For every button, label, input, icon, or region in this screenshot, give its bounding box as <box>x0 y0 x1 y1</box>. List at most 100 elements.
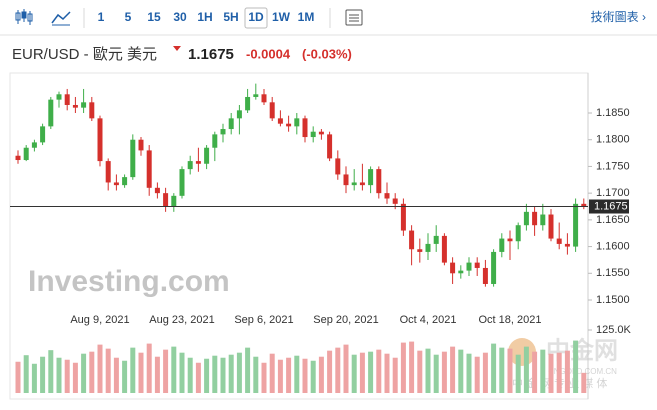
candle-body <box>171 195 177 207</box>
volume-bar <box>15 361 21 393</box>
interval-button[interactable]: 5H <box>223 10 238 24</box>
volume-bar <box>466 353 472 393</box>
candle-body <box>548 214 554 239</box>
volume-bar <box>368 351 374 393</box>
selected-frame <box>244 7 268 29</box>
last-price-label: 1.1675 <box>594 200 628 212</box>
y-tick-label: 1.1600 <box>596 240 630 252</box>
candle-body <box>327 134 333 159</box>
volume-bar <box>138 352 144 393</box>
candle-body <box>179 169 185 196</box>
chart-link[interactable]: 技術圖表 › <box>591 10 646 24</box>
change-percent: (-0.03%) <box>302 46 352 61</box>
volume-bar <box>417 350 423 393</box>
volume-bar <box>499 347 505 393</box>
candle-body <box>105 161 111 183</box>
candle-body <box>220 129 226 135</box>
interval-button[interactable]: 5 <box>125 10 132 24</box>
volume-bar <box>269 353 275 393</box>
volume-bar <box>228 354 234 393</box>
interval-button[interactable]: 1W <box>272 10 291 24</box>
volume-bar <box>179 352 185 393</box>
symbol: EUR/USD - 歐元 美元 <box>12 46 157 63</box>
settings-icon[interactable] <box>345 9 363 26</box>
volume-bar <box>245 347 251 393</box>
plot: 1.1850 1.1800 1.1750 1.1700 1.1650 1.1600 1.15… <box>10 83 632 393</box>
candle-body <box>48 99 54 127</box>
volume-bar <box>433 354 439 393</box>
volume-bar <box>515 354 521 393</box>
volume-bar <box>556 352 562 393</box>
down-arrow <box>173 46 181 51</box>
volume-bar <box>261 362 267 393</box>
volume-bar <box>359 352 365 393</box>
candle-body <box>253 94 259 97</box>
y-tick-label: 1.1500 <box>596 294 630 306</box>
icon-rect <box>15 12 21 21</box>
candle-body <box>368 169 374 186</box>
volume-bar <box>97 344 103 393</box>
interval-button[interactable]: 1 <box>98 10 105 24</box>
candle-body <box>212 134 218 148</box>
candle-body <box>573 203 579 247</box>
candle-icon[interactable] <box>15 9 33 25</box>
volume-bar <box>113 357 119 393</box>
volume-bar <box>31 363 37 393</box>
interval-button[interactable]: 30 <box>173 10 187 24</box>
volume-bar <box>195 362 201 393</box>
candle-body <box>425 243 431 252</box>
volume-bar <box>187 357 193 393</box>
change: -0.0004 <box>246 46 291 61</box>
candle-body <box>277 118 283 124</box>
interval-button[interactable]: 1H <box>197 10 212 24</box>
candle-body <box>556 238 562 244</box>
y-tick-label: 1.1700 <box>596 187 630 199</box>
volume-bar <box>212 355 218 393</box>
logo-site: CNGOLD.COM.CN <box>548 367 617 376</box>
volume-bar <box>351 354 357 393</box>
candle-body <box>286 123 292 127</box>
candle-body <box>23 147 29 161</box>
volume-bar <box>409 341 415 393</box>
candle-body <box>532 211 538 226</box>
line-icon[interactable] <box>51 11 71 24</box>
interval-button[interactable]: 1D <box>248 10 264 24</box>
volume-bar <box>523 346 529 393</box>
candle-body <box>433 235 439 244</box>
volume-bar <box>441 351 447 393</box>
volume-bar <box>474 356 480 393</box>
interval-button[interactable]: 1M <box>298 10 315 24</box>
interval-button[interactable]: 15 <box>147 10 161 24</box>
candle-body <box>441 235 447 263</box>
volume-bar <box>130 347 136 393</box>
volume-bar <box>458 349 464 393</box>
x-tick-label: Oct 4, 2021 <box>400 314 457 326</box>
x-tick-label: Sep 20, 2021 <box>313 314 378 326</box>
volume-bar <box>81 353 87 393</box>
interval-buttons: 1 5 15 30 1H 5H 1D 1W 1M <box>98 7 315 29</box>
volume-bar <box>482 352 488 393</box>
volume-bar <box>253 356 259 393</box>
volume-bar <box>236 352 242 393</box>
candle-body <box>163 193 169 207</box>
volume-bar <box>171 346 177 393</box>
candle-body <box>491 251 497 284</box>
candle-body <box>228 118 234 130</box>
volume-bar <box>72 362 78 393</box>
candle-body <box>113 182 119 186</box>
volume-bar <box>400 342 406 393</box>
volume-bar <box>532 351 538 393</box>
volume-bar <box>105 348 111 393</box>
candle-body <box>72 104 78 108</box>
candle-body <box>384 193 390 199</box>
watermark: Investing.com <box>28 265 230 298</box>
volume-bar <box>327 350 333 393</box>
candle-body <box>335 158 341 175</box>
candle-body <box>31 142 37 148</box>
candle-body <box>138 139 144 151</box>
x-tick-label: Sep 6, 2021 <box>234 314 293 326</box>
volume-bar <box>450 346 456 393</box>
volume-bar <box>154 356 160 393</box>
